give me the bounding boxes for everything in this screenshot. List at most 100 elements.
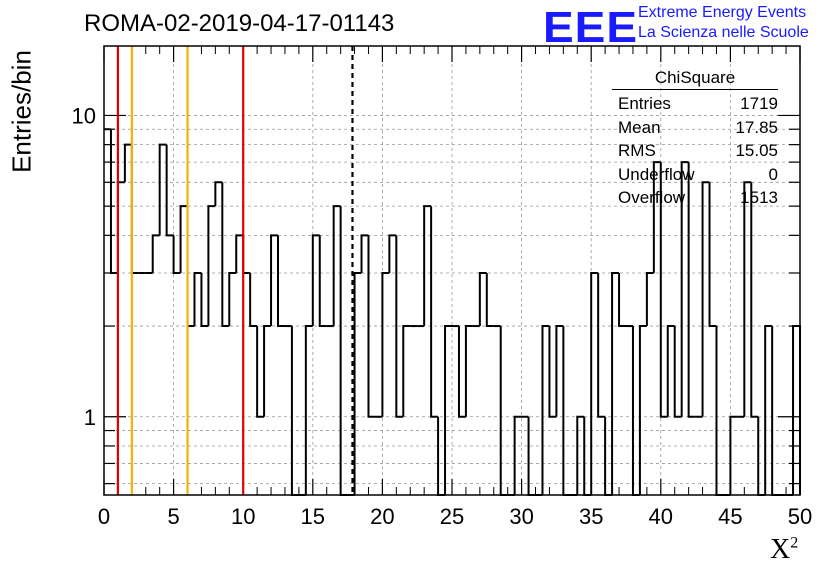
stats-label: RMS bbox=[618, 141, 656, 160]
stats-box-title: ChiSquare bbox=[612, 68, 778, 90]
histogram-bin bbox=[764, 325, 773, 495]
eee-logo-line2: La Scienza nelle Scuole bbox=[638, 24, 809, 41]
y-axis-label: Entries/bin bbox=[6, 50, 37, 173]
histogram-bin bbox=[687, 162, 696, 418]
histogram-bin bbox=[485, 272, 494, 328]
plot-frame bbox=[103, 45, 801, 496]
histogram-bin bbox=[715, 326, 724, 496]
histogram-bin bbox=[249, 272, 258, 328]
histogram-bin bbox=[381, 271, 390, 417]
x-tick-label: 25 bbox=[440, 504, 464, 529]
stats-row-underflow: Underflow 0 bbox=[612, 163, 778, 187]
x-tick-label: 35 bbox=[579, 504, 603, 529]
histogram-bin bbox=[256, 326, 265, 418]
histogram-bin bbox=[631, 326, 640, 496]
histogram-bin bbox=[228, 271, 237, 327]
stats-value: 15.05 bbox=[735, 141, 778, 160]
histogram-bin bbox=[221, 182, 230, 328]
chart-title: ROMA-02-2019-04-17-01143 bbox=[84, 10, 395, 37]
histogram-bin bbox=[332, 205, 341, 327]
histogram-bin bbox=[304, 325, 313, 495]
histogram-bin bbox=[548, 326, 557, 418]
histogram-bin bbox=[200, 272, 209, 328]
histogram-bin bbox=[562, 326, 571, 496]
histogram-bin bbox=[430, 206, 439, 418]
histogram-bin bbox=[263, 325, 272, 417]
histogram-bin bbox=[402, 325, 411, 417]
x-axis-label: X2 bbox=[770, 534, 798, 566]
histogram-bin bbox=[277, 235, 285, 328]
stats-label: Underflow bbox=[618, 164, 695, 184]
stats-row-overflow: Overflow 1513 bbox=[612, 186, 778, 210]
histogram-bin bbox=[680, 161, 689, 417]
histogram-bin bbox=[555, 325, 564, 417]
histogram-bin bbox=[464, 325, 473, 417]
stats-box: ChiSquare Entries 1719 Mean 17.85 RMS 15.05… bbox=[612, 68, 778, 210]
x-tick-label: 30 bbox=[509, 504, 533, 529]
histogram-bin bbox=[123, 143, 132, 183]
histogram-bin bbox=[499, 326, 508, 496]
histogram-bin bbox=[541, 325, 550, 495]
histogram-bin bbox=[590, 271, 599, 495]
y-tick-label: 10 bbox=[72, 103, 96, 128]
stats-value: 17.85 bbox=[735, 117, 778, 137]
stats-label: Overflow bbox=[618, 188, 686, 207]
x-tick-label: 10 bbox=[231, 504, 255, 529]
histogram-bin bbox=[750, 182, 759, 418]
histogram-bin bbox=[611, 271, 620, 495]
stats-label: Entries bbox=[618, 94, 671, 113]
histogram-bin bbox=[673, 326, 682, 418]
histogram-bin bbox=[367, 235, 376, 418]
histogram-bin bbox=[743, 181, 752, 417]
histogram-bin bbox=[659, 162, 668, 418]
stats-row-entries: Entries 1719 bbox=[612, 92, 778, 116]
histogram-bin bbox=[666, 325, 675, 417]
histogram-bin bbox=[388, 234, 397, 273]
histogram-bin bbox=[207, 205, 216, 327]
x-tick-label: 5 bbox=[167, 504, 179, 529]
x-axis-label-base: X bbox=[770, 534, 791, 565]
histogram-bin bbox=[165, 144, 174, 237]
histogram-bin bbox=[701, 181, 710, 417]
histogram-bin bbox=[179, 205, 188, 273]
histogram-bin bbox=[395, 235, 404, 418]
eee-logo-line1: Extreme Energy Events bbox=[638, 4, 807, 21]
x-tick-label: 50 bbox=[788, 504, 812, 529]
histogram-bin bbox=[318, 235, 327, 328]
histogram-bin bbox=[457, 326, 466, 418]
x-tick-label: 0 bbox=[98, 504, 110, 529]
x-tick-label: 45 bbox=[718, 504, 742, 529]
histogram-bin bbox=[353, 271, 362, 495]
x-tick-label: 40 bbox=[649, 504, 673, 529]
histogram-bin bbox=[423, 205, 432, 327]
histogram-bin bbox=[652, 161, 661, 273]
stats-row-mean: Mean 17.85 bbox=[612, 116, 778, 140]
x-axis-label-superscript: 2 bbox=[790, 534, 799, 552]
y-tick-label: 1 bbox=[84, 405, 96, 430]
histogram-bin bbox=[597, 272, 606, 418]
histogram-bin bbox=[339, 206, 348, 496]
x-tick-label: 20 bbox=[370, 504, 394, 529]
histogram-bin bbox=[290, 326, 299, 496]
histogram-bin bbox=[270, 234, 278, 327]
stats-value: 1719 bbox=[740, 94, 778, 113]
stats-row-rms: RMS 15.05 bbox=[612, 139, 778, 163]
histogram-bin bbox=[478, 271, 487, 327]
histogram-bin bbox=[638, 325, 647, 495]
histogram-bin bbox=[360, 234, 369, 273]
reference-lines bbox=[116, 46, 354, 495]
stats-value: 1513 bbox=[740, 188, 778, 207]
histogram-bin bbox=[708, 182, 717, 328]
histogram-bin bbox=[444, 325, 452, 495]
histogram-bin bbox=[618, 272, 626, 328]
histogram-bin bbox=[311, 234, 320, 327]
histogram-bin bbox=[158, 143, 167, 236]
histogram-bin bbox=[151, 234, 160, 273]
histogram-bin bbox=[771, 326, 780, 496]
histogram-bin bbox=[729, 415, 738, 495]
histogram-bin bbox=[193, 271, 202, 327]
histogram-bin bbox=[109, 129, 118, 274]
x-tick-label: 15 bbox=[301, 504, 325, 529]
stats-label: Mean bbox=[618, 117, 661, 137]
